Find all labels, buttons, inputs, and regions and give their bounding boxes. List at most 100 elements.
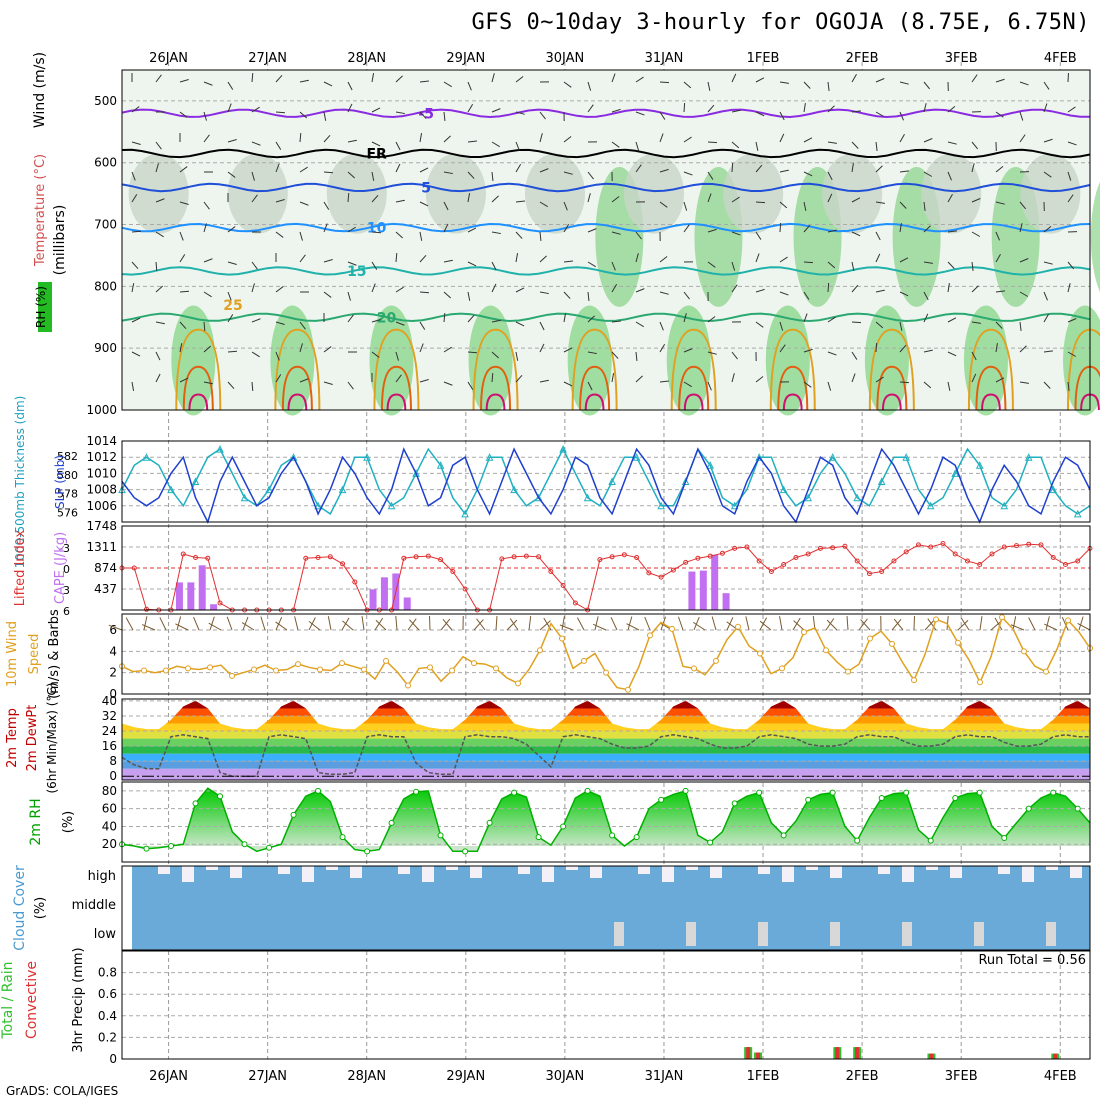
wind-barb xyxy=(779,111,785,121)
wind-barb xyxy=(203,345,212,353)
wind-barb xyxy=(419,231,423,241)
data-point xyxy=(1000,501,1009,510)
wind-barb xyxy=(683,201,688,211)
wind-barb xyxy=(587,291,590,302)
date-label-bottom: 3FEB xyxy=(945,1069,978,1084)
wind-barb xyxy=(899,170,909,173)
wind-barb xyxy=(923,171,933,177)
wind-barb-10m xyxy=(308,620,321,631)
date-label-bottom: 29JAN xyxy=(446,1069,485,1084)
data-point xyxy=(581,657,587,664)
wind-barb xyxy=(563,201,568,211)
li-tick-label: 3 xyxy=(63,584,70,597)
wind-barb xyxy=(323,81,333,87)
wind-barb xyxy=(395,252,398,263)
wind-barb-10m xyxy=(927,618,937,631)
wind-barb xyxy=(587,261,596,268)
wind-barb xyxy=(1043,291,1048,301)
cloud-clear-gap xyxy=(566,866,578,870)
lifted-index-point xyxy=(781,562,787,567)
wind-barb xyxy=(731,231,741,236)
wind-barb xyxy=(1019,81,1029,86)
rh-cloud-patch xyxy=(425,153,486,234)
wind-barb xyxy=(371,283,376,293)
wind-barb xyxy=(923,201,926,211)
wind-barb xyxy=(299,231,303,241)
wind-barb xyxy=(851,73,857,83)
data-point xyxy=(493,665,499,672)
wind-barb-10m xyxy=(473,619,484,631)
wind-barb xyxy=(1067,318,1077,323)
lifted-index-point xyxy=(989,551,995,557)
upper-air-frame xyxy=(121,69,1091,411)
wind-barb xyxy=(395,75,403,83)
wind-barb xyxy=(1019,134,1026,143)
y-tick-label: 1014 xyxy=(86,434,117,448)
data-point xyxy=(216,444,224,453)
isotherm-label: 20 xyxy=(377,310,397,326)
wind-barb xyxy=(707,141,718,144)
wind-barb xyxy=(227,314,234,323)
isotherm-diurnal xyxy=(274,328,321,411)
wind-barb-10m xyxy=(891,618,902,631)
wind-barb xyxy=(203,201,210,210)
isotherm-diurnal xyxy=(579,365,611,411)
wind-barb xyxy=(443,135,451,143)
wind-barb xyxy=(971,351,977,361)
wind-barb xyxy=(275,163,280,173)
lifted-index-point xyxy=(315,555,321,560)
wind-barb xyxy=(275,199,285,203)
data-point xyxy=(295,661,301,668)
precip-convective-axis-label: Convective xyxy=(24,961,40,1039)
wind-barb xyxy=(1019,223,1023,233)
cape-axis-label: CAPE (J/kg) xyxy=(53,532,68,604)
wind-barb xyxy=(755,253,760,263)
wind-barb xyxy=(851,231,861,237)
wind-barb xyxy=(563,313,567,323)
cloud-clear-gap xyxy=(638,866,650,874)
data-point xyxy=(975,461,984,469)
wind-barb xyxy=(491,141,500,148)
data-point xyxy=(265,485,273,494)
lifted-index-point xyxy=(572,600,578,606)
lifted-index-point xyxy=(131,565,137,571)
wind-barb xyxy=(587,351,597,355)
wind-barb xyxy=(563,291,571,299)
wind-barb xyxy=(515,351,519,361)
wind-barb xyxy=(971,198,981,203)
data-point xyxy=(1074,805,1081,812)
wind-barb xyxy=(899,291,909,297)
wind-barb xyxy=(659,321,664,331)
wind-barb xyxy=(635,288,645,293)
data-point xyxy=(229,672,235,679)
wind-barb xyxy=(539,231,542,242)
wind-barb xyxy=(779,291,789,296)
wind-barb-10m xyxy=(275,621,288,631)
wind-barb xyxy=(323,259,333,263)
data-point xyxy=(1043,668,1049,675)
wind-barb xyxy=(899,344,907,353)
wind-barb-10m xyxy=(528,616,532,631)
li-tick-label: 6 xyxy=(63,605,70,618)
date-label-top: 28JAN xyxy=(347,51,386,66)
rh2m-axis-label: 2m RH xyxy=(28,798,44,845)
wind-barb xyxy=(779,81,789,84)
wind-barb-10m xyxy=(242,616,249,631)
data-point xyxy=(682,787,689,794)
wind-barb-10m xyxy=(957,619,969,631)
wind-barb xyxy=(683,291,690,300)
y-tick-label: 0.6 xyxy=(98,987,117,1001)
wind-barb xyxy=(347,103,353,113)
wind-barb xyxy=(251,351,260,358)
cape-bar xyxy=(198,565,206,610)
precip-convective-bar xyxy=(1053,1053,1058,1059)
thickness-tick-label: 576 xyxy=(57,507,78,520)
wind-barb-10m xyxy=(342,620,354,631)
li-tick-label: -3 xyxy=(59,542,70,555)
isotherm-line xyxy=(121,222,1091,233)
rh-cloud-patch xyxy=(921,153,982,234)
y-tick-label: 1006 xyxy=(86,499,117,513)
y-tick-label: 32 xyxy=(102,709,117,723)
data-point xyxy=(486,819,493,826)
data-point xyxy=(828,453,837,461)
